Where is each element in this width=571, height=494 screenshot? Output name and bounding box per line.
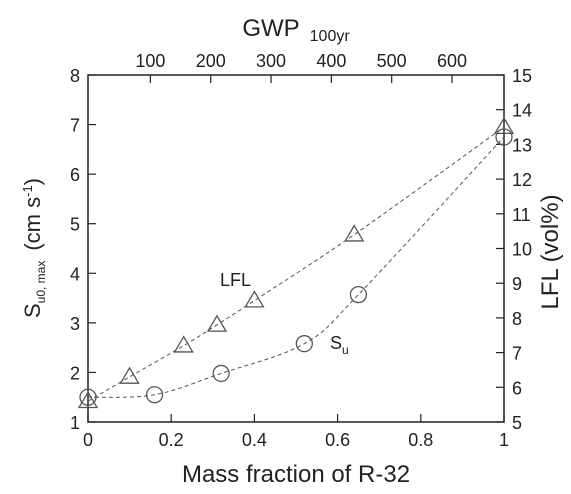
right-tick-label: 10 xyxy=(512,240,532,260)
x-tick-label: 0.4 xyxy=(242,430,267,450)
top-axis-title-sub: 100yr xyxy=(310,28,351,45)
trend-lines xyxy=(87,126,505,402)
x-tick-label: 0.6 xyxy=(325,430,350,450)
su-circle-point xyxy=(349,285,368,304)
top-tick-label: 300 xyxy=(256,51,286,71)
top-tick-label: 400 xyxy=(316,51,346,71)
left-tick-label: 8 xyxy=(70,66,80,86)
lfl-triangle-point xyxy=(77,390,99,409)
lfl-triangle-point xyxy=(173,335,194,353)
right-tick-label: 5 xyxy=(512,413,522,433)
left-tick-label: 7 xyxy=(70,116,80,136)
left-axis-title-unit: (cm s xyxy=(20,197,45,251)
x-tick-label: 0 xyxy=(83,430,93,450)
right-axis-title: LFL (vol%) xyxy=(537,194,564,309)
right-tick-label: 15 xyxy=(512,66,532,86)
right-tick-label: 12 xyxy=(512,170,532,190)
data-markers xyxy=(77,116,515,409)
x-axis-title: Mass fraction of R-32 xyxy=(182,461,410,488)
right-tick-label: 8 xyxy=(512,309,522,329)
lfl-triangle-point xyxy=(119,366,140,384)
left-axis-title-main: S xyxy=(20,303,45,318)
lfl-triangle-point xyxy=(244,290,265,308)
left-axis-title: Su0, max (cm s-1) xyxy=(20,178,48,318)
su-circle-point xyxy=(212,364,230,383)
right-tick-label: 14 xyxy=(512,101,532,121)
su-circle-point xyxy=(295,335,313,353)
top-axis-title-main: GWP xyxy=(242,15,299,42)
top-tick-label: 100 xyxy=(135,51,165,71)
su-series-label-main: S xyxy=(330,333,342,353)
left-tick-label: 2 xyxy=(70,363,80,383)
su-circle-point xyxy=(495,128,513,146)
lfl-series-label: LFL xyxy=(220,270,251,290)
lfl-triangle-point xyxy=(493,116,515,135)
su-circle-point xyxy=(79,388,97,406)
right-tick-label: 6 xyxy=(512,378,522,398)
right-tick-label: 11 xyxy=(512,205,531,225)
lfl-triangle-point xyxy=(206,314,228,332)
left-tick-label: 6 xyxy=(70,165,80,185)
right-tick-label: 13 xyxy=(512,135,532,155)
left-axis-title-sup: -1 xyxy=(20,185,35,197)
su-series-label-sub: u xyxy=(342,343,349,357)
series-1-line xyxy=(87,136,505,398)
right-tick-label: 9 xyxy=(512,274,522,294)
left-axis-title-sub: u0, max xyxy=(34,261,48,304)
su-circle-point xyxy=(145,386,164,404)
su-series-label: Su xyxy=(330,333,349,357)
lfl-triangle-point xyxy=(344,224,365,242)
top-axis-title: GWP 100yr xyxy=(242,15,350,45)
left-tick-label: 5 xyxy=(70,215,80,235)
top-tick-label: 200 xyxy=(196,51,226,71)
top-tick-label: 600 xyxy=(437,51,467,71)
x-tick-label: 0.8 xyxy=(408,430,433,450)
left-tick-label: 1 xyxy=(70,413,80,433)
right-tick-label: 7 xyxy=(512,344,522,364)
left-tick-label: 4 xyxy=(70,264,80,284)
x-tick-label: 1 xyxy=(499,430,509,450)
series-0-line xyxy=(87,126,505,402)
left-axis-title-close: ) xyxy=(20,178,45,185)
left-tick-label: 3 xyxy=(70,314,80,334)
plot-frame xyxy=(87,74,505,423)
top-tick-label: 500 xyxy=(377,51,407,71)
x-tick-label: 0.2 xyxy=(159,430,184,450)
